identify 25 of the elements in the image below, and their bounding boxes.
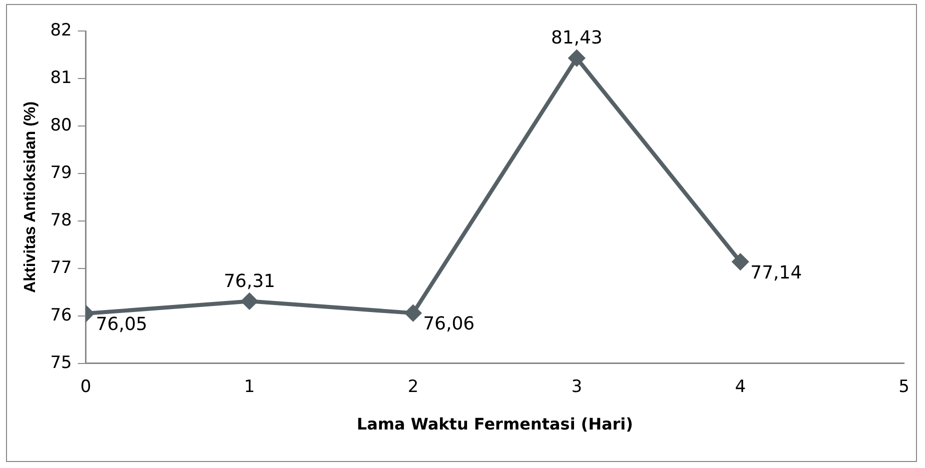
- point: [405, 305, 422, 322]
- y-tick-label: 79: [50, 162, 72, 183]
- y-tick-label: 78: [50, 210, 72, 230]
- data-label: 76,31: [224, 270, 276, 292]
- data-label: 77,14: [750, 262, 802, 284]
- x-tick-label: 1: [244, 377, 255, 398]
- data-label: 76,06: [423, 314, 475, 335]
- y-tick-label: 81: [50, 68, 72, 88]
- data-label: 76,05: [96, 314, 148, 336]
- point: [568, 50, 585, 66]
- x-axis-title: Lama Waktu Fermentasi (Hari): [356, 414, 634, 434]
- x-tick-label: 3: [571, 377, 582, 398]
- x-tick-label: 2: [408, 377, 419, 398]
- point: [241, 293, 258, 310]
- y-axis-title: Aktivitas Antioksidan (%): [22, 101, 40, 293]
- data-label: 81,43: [550, 28, 602, 49]
- y-tick-label: 75: [50, 352, 72, 373]
- x-tick-label: 4: [734, 377, 746, 398]
- x-tick-label: 5: [898, 377, 910, 398]
- x-tick-label: 0: [80, 377, 92, 398]
- point: [732, 254, 748, 270]
- y-tick-label: 82: [50, 20, 72, 40]
- y-tick-label: 77: [50, 258, 72, 278]
- y-tick-label: 80: [50, 115, 72, 136]
- y-tick-label: 76: [50, 305, 72, 326]
